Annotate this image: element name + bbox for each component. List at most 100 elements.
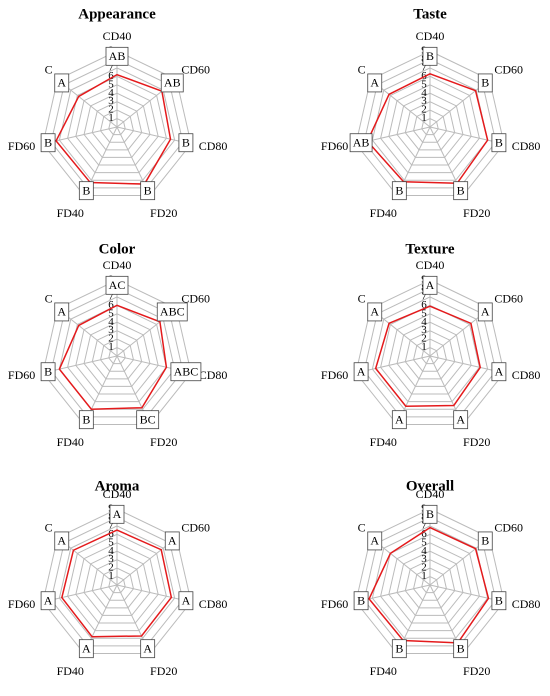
- category-label: CD40: [103, 29, 132, 43]
- letter-box: [353, 362, 369, 382]
- letter-box: [178, 591, 194, 611]
- grid-ring: [371, 296, 489, 410]
- r-tick-label: 3: [421, 553, 427, 565]
- letter-box: [54, 531, 70, 551]
- letter-label: B: [82, 412, 90, 426]
- letter-box: [422, 504, 438, 524]
- letter-box: [40, 133, 56, 153]
- r-tick-label: 3: [108, 324, 114, 336]
- data-line: [58, 304, 168, 411]
- letter-label: A: [44, 593, 53, 607]
- letter-box: [367, 531, 383, 551]
- letter-label: A: [113, 507, 122, 521]
- r-tick-label: 4: [108, 316, 114, 328]
- r-tick-label: 3: [421, 324, 427, 336]
- grid-ring: [396, 321, 464, 387]
- category-label: FD20: [463, 664, 490, 678]
- letter-box: [422, 275, 438, 295]
- grid-ring: [50, 287, 184, 418]
- category-label: FD40: [57, 664, 84, 678]
- grid-ring: [404, 330, 456, 380]
- letter-box: [164, 531, 180, 551]
- category-label: CD80: [199, 368, 228, 382]
- letter-box: [78, 639, 94, 659]
- grid-ring: [58, 525, 176, 639]
- letter-box: [178, 133, 194, 153]
- grid-ring: [380, 75, 480, 174]
- r-tick-label: 1: [108, 341, 114, 353]
- r-tick-label: 6: [421, 299, 427, 311]
- letter-box: [477, 73, 493, 93]
- letter-label: A: [57, 76, 66, 90]
- r-tick-label: 5: [421, 536, 427, 548]
- category-label: C: [45, 63, 53, 77]
- data-line: [61, 529, 173, 638]
- letter-label: B: [457, 183, 465, 197]
- letter-label: B: [82, 183, 90, 197]
- letter-box: [453, 181, 469, 201]
- category-label: CD80: [512, 139, 541, 153]
- category-label: CD40: [103, 258, 132, 272]
- category-label: FD60: [8, 597, 35, 611]
- letter-label: B: [495, 593, 503, 607]
- letter-label: A: [370, 76, 379, 90]
- category-label: CD40: [416, 29, 445, 43]
- letter-label: A: [495, 364, 504, 378]
- grid-ring: [91, 559, 143, 609]
- letter-label: A: [82, 641, 91, 655]
- r-tick-label: 3: [108, 553, 114, 565]
- letter-box: [353, 591, 369, 611]
- category-label: CD60: [494, 63, 523, 77]
- grid-ring: [363, 58, 497, 189]
- letter-label: AB: [353, 135, 370, 149]
- r-tick-label: 4: [421, 316, 427, 328]
- grid-ring: [99, 338, 135, 372]
- grid-ring: [421, 118, 439, 136]
- r-tick-label: 7: [108, 519, 114, 531]
- letter-label: B: [495, 135, 503, 149]
- letter-label: B: [426, 507, 434, 521]
- letter-label: A: [357, 364, 366, 378]
- letter-label: A: [57, 305, 66, 319]
- category-label: FD40: [370, 435, 397, 449]
- category-label: C: [358, 521, 366, 535]
- letter-box: [140, 181, 156, 201]
- letter-box: [105, 275, 129, 295]
- letter-box: [136, 410, 160, 430]
- r-tick-label: 2: [108, 104, 114, 116]
- letter-label: A: [481, 305, 490, 319]
- grid-ring: [58, 296, 176, 410]
- category-label: CD40: [103, 487, 132, 501]
- letter-label: B: [395, 641, 403, 655]
- r-tick-label: 1: [108, 570, 114, 582]
- grid-ring: [412, 567, 448, 601]
- r-tick-label: 4: [421, 545, 427, 557]
- category-label: CD60: [181, 63, 210, 77]
- r-tick-label: 3: [421, 95, 427, 107]
- r-tick-label: 5: [421, 78, 427, 90]
- category-label: C: [45, 292, 53, 306]
- letter-box: [367, 73, 383, 93]
- chart-title: Texture: [405, 241, 455, 257]
- grid-ring: [83, 321, 151, 387]
- category-label: FD20: [150, 206, 177, 220]
- category-label: CD40: [416, 258, 445, 272]
- category-label: FD60: [8, 139, 35, 153]
- chart-title: Taste: [413, 6, 447, 22]
- chart-title: Overall: [406, 478, 454, 494]
- grid-ring: [50, 58, 184, 189]
- letter-label: ABC: [174, 364, 199, 378]
- category-label: FD60: [321, 139, 348, 153]
- category-label: C: [358, 292, 366, 306]
- letter-box: [109, 504, 125, 524]
- category-label: FD20: [463, 435, 490, 449]
- letter-box: [40, 362, 56, 382]
- data-line: [366, 72, 489, 185]
- letter-box: [156, 302, 188, 322]
- letter-label: A: [426, 278, 435, 292]
- category-label: C: [45, 521, 53, 535]
- letter-box: [54, 302, 70, 322]
- r-tick-label: 2: [421, 104, 427, 116]
- r-tick-label: 4: [421, 87, 427, 99]
- letter-box: [491, 591, 507, 611]
